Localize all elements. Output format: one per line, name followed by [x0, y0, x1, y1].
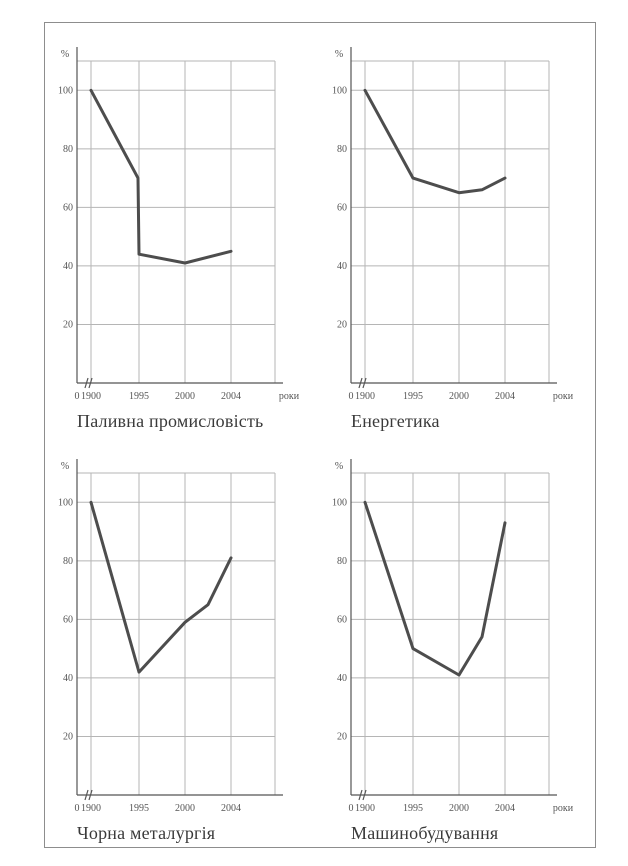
chart-title: Чорна металургія [77, 823, 216, 843]
grid [351, 60, 550, 383]
y-tick-label: 40 [337, 261, 347, 272]
x-axis-unit: роки [279, 391, 300, 402]
x-tick-label: 1900 [355, 391, 375, 402]
x-tick-label: 2000 [449, 803, 469, 814]
y-tick-label: 80 [63, 144, 73, 155]
series-line [363, 500, 507, 677]
x-tick-label: 0 [349, 803, 354, 814]
y-tick-label: 80 [337, 556, 347, 567]
y-axis-unit: % [335, 49, 343, 60]
y-tick-label: 100 [332, 85, 347, 96]
x-tick-label: 2004 [221, 803, 241, 814]
y-tick-label: 20 [337, 731, 347, 742]
y-tick-label: 20 [63, 731, 73, 742]
y-tick-label: 100 [332, 497, 347, 508]
chart-fuel-industry: % 20 40 60 80 100 0 1900 1995 2000 2004 роки [58, 47, 300, 402]
y-axis-unit: % [61, 49, 69, 60]
y-tick-label: 100 [58, 497, 73, 508]
y-tick-label: 20 [337, 319, 347, 330]
x-tick-label: 2000 [175, 391, 195, 402]
y-axis-unit: % [335, 461, 343, 472]
y-tick-label: 100 [58, 85, 73, 96]
grid [77, 60, 276, 383]
chart-mechanical-engineering: % 20 40 60 80 100 0 1900 1995 2000 2004 роки [332, 459, 574, 814]
chart-title: Паливна промисловість [77, 411, 264, 431]
x-tick-label: 1900 [81, 803, 101, 814]
x-tick-label: 2000 [175, 803, 195, 814]
x-tick-label: 1900 [355, 803, 375, 814]
y-tick-label: 20 [63, 319, 73, 330]
y-tick-label: 60 [63, 202, 73, 213]
x-axis-unit: роки [553, 391, 574, 402]
axis-break-mark [358, 789, 367, 801]
grid [77, 472, 276, 795]
chart-panel-4: % 20 40 60 80 100 0 1900 1995 2000 2004 роки Машино… [321, 443, 593, 853]
axis-break-mark [84, 789, 93, 801]
x-tick-label: 2004 [495, 803, 515, 814]
x-tick-label: 0 [349, 391, 354, 402]
figure-frame: % 20 40 60 80 100 0 1900 1995 2000 2004 роки Паливн… [44, 22, 596, 848]
x-tick-label: 1995 [129, 803, 149, 814]
x-tick-label: 1900 [81, 391, 101, 402]
y-tick-label: 40 [63, 673, 73, 684]
y-tick-label: 40 [337, 673, 347, 684]
series-line [363, 88, 507, 195]
y-axis-unit: % [61, 461, 69, 472]
chart-panel-2: % 20 40 60 80 100 0 1900 1995 2000 2004 роки Енерге… [321, 31, 593, 441]
x-tick-label: 1995 [403, 391, 423, 402]
x-tick-label: 1995 [403, 803, 423, 814]
x-axis-unit: роки [553, 803, 574, 814]
chart-panel-3: % 20 40 60 80 100 0 1900 1995 2000 2004 Чорна мета… [47, 443, 319, 853]
x-tick-label: 2004 [221, 391, 241, 402]
x-tick-label: 0 [75, 803, 80, 814]
x-tick-label: 2000 [449, 391, 469, 402]
x-tick-label: 0 [75, 391, 80, 402]
y-tick-label: 40 [63, 261, 73, 272]
chart-panel-1: % 20 40 60 80 100 0 1900 1995 2000 2004 роки Паливн… [47, 31, 319, 441]
x-tick-label: 2004 [495, 391, 515, 402]
y-tick-label: 80 [63, 556, 73, 567]
chart-title: Енергетика [351, 411, 440, 431]
chart-ferrous-metallurgy: % 20 40 60 80 100 0 1900 1995 2000 2004 [58, 459, 283, 814]
y-tick-label: 60 [337, 614, 347, 625]
series-line [89, 88, 233, 265]
grid [351, 472, 550, 795]
y-tick-label: 60 [337, 202, 347, 213]
chart-energy: % 20 40 60 80 100 0 1900 1995 2000 2004 роки [332, 47, 574, 402]
chart-title: Машинобудування [351, 823, 499, 843]
axis-break-mark [358, 377, 367, 389]
axis-break-mark [84, 377, 93, 389]
y-tick-label: 80 [337, 144, 347, 155]
x-tick-label: 1995 [129, 391, 149, 402]
y-tick-label: 60 [63, 614, 73, 625]
series-line [89, 500, 233, 674]
